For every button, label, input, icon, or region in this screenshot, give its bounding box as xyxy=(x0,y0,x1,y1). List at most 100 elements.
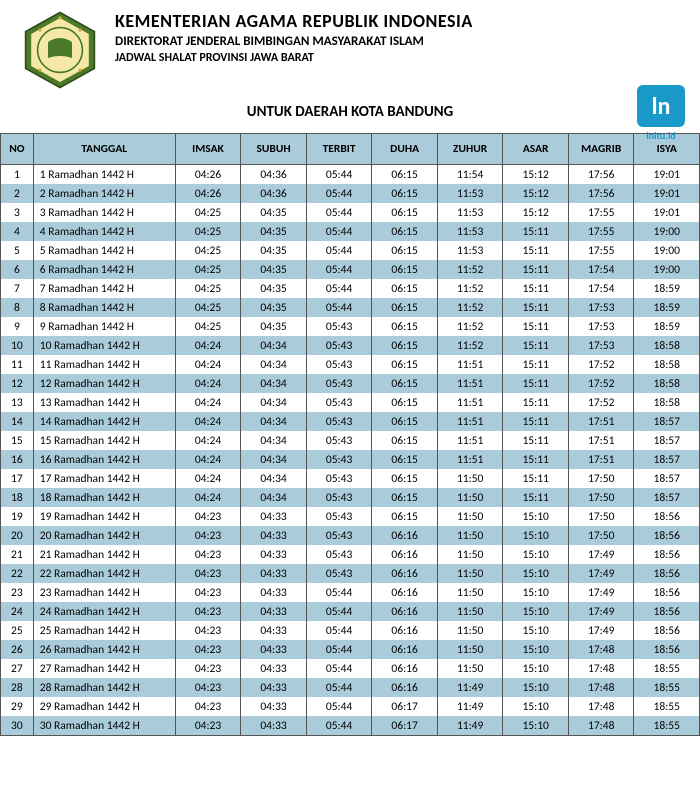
cell-asar: 15:11 xyxy=(503,260,569,279)
cell-no: 15 xyxy=(1,431,34,450)
table-row: 2727 Ramadhan 1442 H04:2304:3305:4406:16… xyxy=(1,659,700,678)
cell-duha: 06:16 xyxy=(372,640,438,659)
cell-isya: 18:56 xyxy=(634,545,700,564)
cell-terbit: 05:43 xyxy=(306,431,372,450)
cell-duha: 06:15 xyxy=(372,393,438,412)
cell-zuhur: 11:53 xyxy=(437,241,503,260)
cell-isya: 18:55 xyxy=(634,678,700,697)
region-title: UNTUK DAERAH KOTA BANDUNG xyxy=(247,103,453,121)
cell-subuh: 04:33 xyxy=(241,659,307,678)
cell-isya: 18:55 xyxy=(634,716,700,736)
col-zuhur: ZUHUR xyxy=(437,134,503,165)
table-row: 1111 Ramadhan 1442 H04:2404:3405:4306:15… xyxy=(1,355,700,374)
cell-asar: 15:12 xyxy=(503,184,569,203)
cell-magrib: 17:48 xyxy=(568,678,634,697)
cell-imsak: 04:23 xyxy=(175,621,241,640)
table-row: 2020 Ramadhan 1442 H04:2304:3305:4306:16… xyxy=(1,526,700,545)
cell-subuh: 04:34 xyxy=(241,469,307,488)
cell-asar: 15:11 xyxy=(503,374,569,393)
brand-logo: ln initu.id xyxy=(637,85,685,142)
cell-imsak: 04:23 xyxy=(175,678,241,697)
cell-subuh: 04:33 xyxy=(241,640,307,659)
cell-terbit: 05:43 xyxy=(306,412,372,431)
cell-isya: 18:56 xyxy=(634,583,700,602)
kemenag-logo xyxy=(20,10,100,90)
cell-zuhur: 11:51 xyxy=(437,393,503,412)
col-subuh: SUBUH xyxy=(241,134,307,165)
cell-terbit: 05:44 xyxy=(306,640,372,659)
cell-subuh: 04:34 xyxy=(241,450,307,469)
cell-no: 1 xyxy=(1,165,34,185)
cell-magrib: 17:50 xyxy=(568,507,634,526)
cell-duha: 06:15 xyxy=(372,165,438,185)
brand-label: initu.id xyxy=(637,129,685,142)
cell-asar: 15:11 xyxy=(503,450,569,469)
cell-imsak: 04:24 xyxy=(175,412,241,431)
cell-magrib: 17:55 xyxy=(568,203,634,222)
cell-imsak: 04:24 xyxy=(175,488,241,507)
cell-isya: 18:56 xyxy=(634,602,700,621)
cell-tanggal: 27 Ramadhan 1442 H xyxy=(33,659,175,678)
cell-duha: 06:16 xyxy=(372,564,438,583)
cell-magrib: 17:50 xyxy=(568,488,634,507)
table-row: 2121 Ramadhan 1442 H04:2304:3305:4306:16… xyxy=(1,545,700,564)
cell-no: 23 xyxy=(1,583,34,602)
cell-isya: 18:57 xyxy=(634,431,700,450)
cell-terbit: 05:44 xyxy=(306,659,372,678)
region-row: UNTUK DAERAH KOTA BANDUNG ln initu.id xyxy=(0,95,700,133)
cell-magrib: 17:48 xyxy=(568,640,634,659)
cell-imsak: 04:25 xyxy=(175,203,241,222)
cell-asar: 15:10 xyxy=(503,716,569,736)
table-row: 1212 Ramadhan 1442 H04:2404:3405:4306:15… xyxy=(1,374,700,393)
cell-no: 17 xyxy=(1,469,34,488)
table-header-row: NO TANGGAL IMSAK SUBUH TERBIT DUHA ZUHUR… xyxy=(1,134,700,165)
cell-subuh: 04:33 xyxy=(241,716,307,736)
cell-zuhur: 11:50 xyxy=(437,621,503,640)
directorate-subtitle: DIREKTORAT JENDERAL BIMBINGAN MASYARAKAT… xyxy=(115,34,473,49)
table-row: 44 Ramadhan 1442 H04:2504:3505:4406:1511… xyxy=(1,222,700,241)
table-row: 2929 Ramadhan 1442 H04:2304:3305:4406:17… xyxy=(1,697,700,716)
cell-isya: 18:59 xyxy=(634,298,700,317)
table-row: 55 Ramadhan 1442 H04:2504:3505:4406:1511… xyxy=(1,241,700,260)
cell-subuh: 04:33 xyxy=(241,678,307,697)
cell-zuhur: 11:52 xyxy=(437,317,503,336)
cell-terbit: 05:44 xyxy=(306,241,372,260)
table-row: 3030 Ramadhan 1442 H04:2304:3305:4406:17… xyxy=(1,716,700,736)
cell-duha: 06:15 xyxy=(372,431,438,450)
table-row: 1313 Ramadhan 1442 H04:2404:3405:4306:15… xyxy=(1,393,700,412)
cell-magrib: 17:52 xyxy=(568,374,634,393)
cell-subuh: 04:35 xyxy=(241,279,307,298)
cell-asar: 15:11 xyxy=(503,488,569,507)
col-terbit: TERBIT xyxy=(306,134,372,165)
cell-magrib: 17:52 xyxy=(568,355,634,374)
table-row: 99 Ramadhan 1442 H04:2504:3505:4306:1511… xyxy=(1,317,700,336)
cell-asar: 15:11 xyxy=(503,241,569,260)
cell-tanggal: 21 Ramadhan 1442 H xyxy=(33,545,175,564)
cell-magrib: 17:54 xyxy=(568,279,634,298)
cell-imsak: 04:25 xyxy=(175,298,241,317)
cell-zuhur: 11:51 xyxy=(437,412,503,431)
cell-subuh: 04:33 xyxy=(241,526,307,545)
cell-terbit: 05:43 xyxy=(306,507,372,526)
cell-zuhur: 11:52 xyxy=(437,298,503,317)
cell-duha: 06:15 xyxy=(372,184,438,203)
table-row: 1616 Ramadhan 1442 H04:2404:3405:4306:15… xyxy=(1,450,700,469)
cell-terbit: 05:44 xyxy=(306,298,372,317)
table-row: 22 Ramadhan 1442 H04:2604:3605:4406:1511… xyxy=(1,184,700,203)
cell-magrib: 17:49 xyxy=(568,602,634,621)
cell-asar: 15:10 xyxy=(503,640,569,659)
cell-duha: 06:15 xyxy=(372,298,438,317)
cell-asar: 15:11 xyxy=(503,298,569,317)
cell-magrib: 17:48 xyxy=(568,716,634,736)
table-row: 1818 Ramadhan 1442 H04:2404:3405:4306:15… xyxy=(1,488,700,507)
cell-magrib: 17:51 xyxy=(568,431,634,450)
cell-terbit: 05:44 xyxy=(306,621,372,640)
cell-isya: 19:01 xyxy=(634,203,700,222)
cell-zuhur: 11:51 xyxy=(437,431,503,450)
cell-tanggal: 18 Ramadhan 1442 H xyxy=(33,488,175,507)
table-row: 1717 Ramadhan 1442 H04:2404:3405:4306:15… xyxy=(1,469,700,488)
cell-asar: 15:10 xyxy=(503,507,569,526)
col-asar: ASAR xyxy=(503,134,569,165)
table-row: 11 Ramadhan 1442 H04:2604:3605:4406:1511… xyxy=(1,165,700,185)
cell-asar: 15:10 xyxy=(503,564,569,583)
